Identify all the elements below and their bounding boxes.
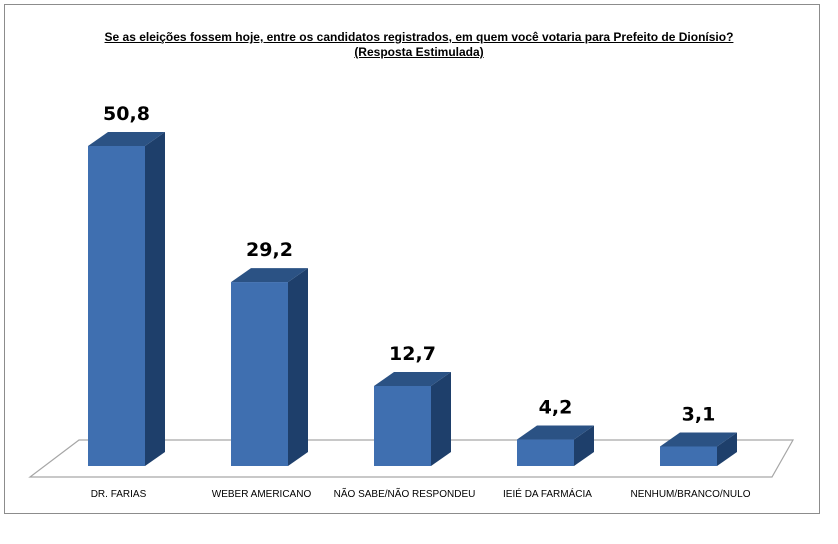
data-label: 3,1 <box>682 403 716 425</box>
category-label: DR. FARIAS <box>91 489 147 500</box>
bar-group <box>88 132 737 466</box>
category-label: WEBER AMERICANO <box>212 489 312 500</box>
bar-top <box>374 372 451 386</box>
category-label: IEIÉ DA FARMÁCIA <box>503 487 592 500</box>
bar <box>660 432 737 466</box>
chart-title: Se as eleições fossem hoje, entre os can… <box>104 30 734 44</box>
bar-front <box>231 282 288 466</box>
bar-front <box>660 446 717 466</box>
label-group: 50,8 DR. FARIAS 29,2 WEBER AMERICANO 12,7 NÃO… <box>91 103 751 500</box>
chart-subtitle: (Resposta Estimulada) <box>354 45 484 59</box>
data-label: 4,2 <box>539 397 573 419</box>
bar-side <box>717 432 737 466</box>
bar-front <box>88 146 145 466</box>
bar-top <box>660 432 737 447</box>
bar-front <box>374 386 431 466</box>
bar <box>517 425 594 466</box>
chart-title-block: Se as eleições fossem hoje, entre os can… <box>0 30 838 60</box>
bar <box>231 268 308 466</box>
category-label: NÃO SABE/NÃO RESPONDEU <box>334 487 476 500</box>
bar-side <box>574 425 594 466</box>
bar-side <box>288 268 308 466</box>
bar <box>374 372 451 466</box>
bar-top <box>517 425 594 440</box>
bar-top <box>88 132 165 146</box>
bar <box>88 132 165 466</box>
data-label: 12,7 <box>389 343 436 365</box>
data-label: 50,8 <box>103 103 150 125</box>
category-label: NENHUM/BRANCO/NULO <box>630 489 750 500</box>
bar-front <box>517 439 574 466</box>
bar-top <box>231 268 308 283</box>
bar-side <box>145 132 165 466</box>
data-label: 29,2 <box>246 239 293 261</box>
bar-side <box>431 372 451 466</box>
